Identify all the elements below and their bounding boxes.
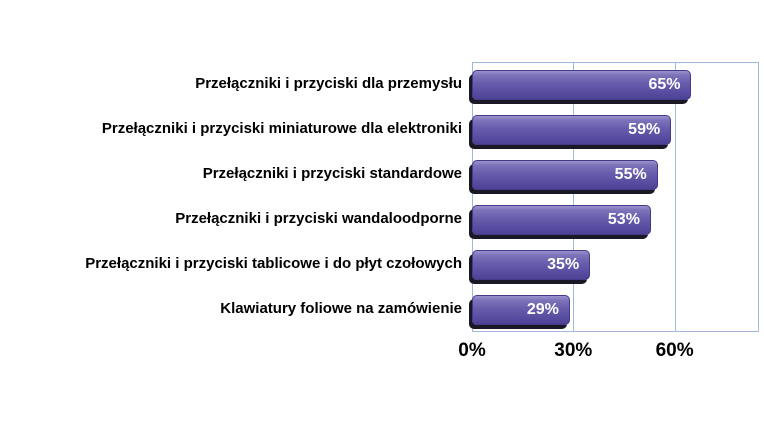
chart-row: Przełączniki i przyciski miniaturowe dla… (0, 107, 764, 152)
chart-row: Przełączniki i przyciski dla przemysłu 6… (0, 62, 764, 107)
bar-value-label: 65% (648, 75, 681, 93)
x-axis-tick-label: 60% (655, 340, 694, 361)
bar-value-label: 53% (607, 210, 640, 228)
bar: 59% (472, 114, 672, 145)
bar: 35% (472, 249, 591, 280)
bar-value-label: 55% (614, 165, 647, 183)
bar-value-label: 35% (547, 255, 580, 273)
chart-row: Przełączniki i przyciski wandaloodporne … (0, 197, 764, 242)
chart-row: Klawiatury foliowe na zamówienie 29% (0, 287, 764, 332)
category-label: Przełączniki i przyciski tablicowe i do … (85, 255, 462, 273)
category-label: Przełączniki i przyciski miniaturowe dla… (101, 120, 462, 138)
chart-row: Przełączniki i przyciski tablicowe i do … (0, 242, 764, 287)
gridline-30 (573, 63, 575, 331)
plot-area (472, 62, 759, 332)
bar: 65% (472, 69, 692, 100)
bar: 53% (472, 204, 651, 235)
category-label: Przełączniki i przyciski dla przemysłu (195, 75, 462, 93)
bar-value-label: 59% (628, 120, 661, 138)
bar: 55% (472, 159, 658, 190)
bar-value-label: 29% (526, 300, 559, 318)
category-label: Przełączniki i przyciski standardowe (202, 165, 462, 183)
x-axis-tick-label: 0% (458, 340, 486, 361)
chart-rows: Przełączniki i przyciski dla przemysłu 6… (0, 62, 764, 332)
category-label: Przełączniki i przyciski wandaloodporne (175, 210, 462, 228)
gridline-60 (674, 63, 676, 331)
chart-row: Przełączniki i przyciski standardowe 55% (0, 152, 764, 197)
x-axis-tick-label: 30% (554, 340, 593, 361)
bar: 29% (472, 294, 570, 325)
x-axis: 0% 30% 60% (0, 340, 764, 370)
category-label: Klawiatury foliowe na zamówienie (220, 300, 462, 318)
